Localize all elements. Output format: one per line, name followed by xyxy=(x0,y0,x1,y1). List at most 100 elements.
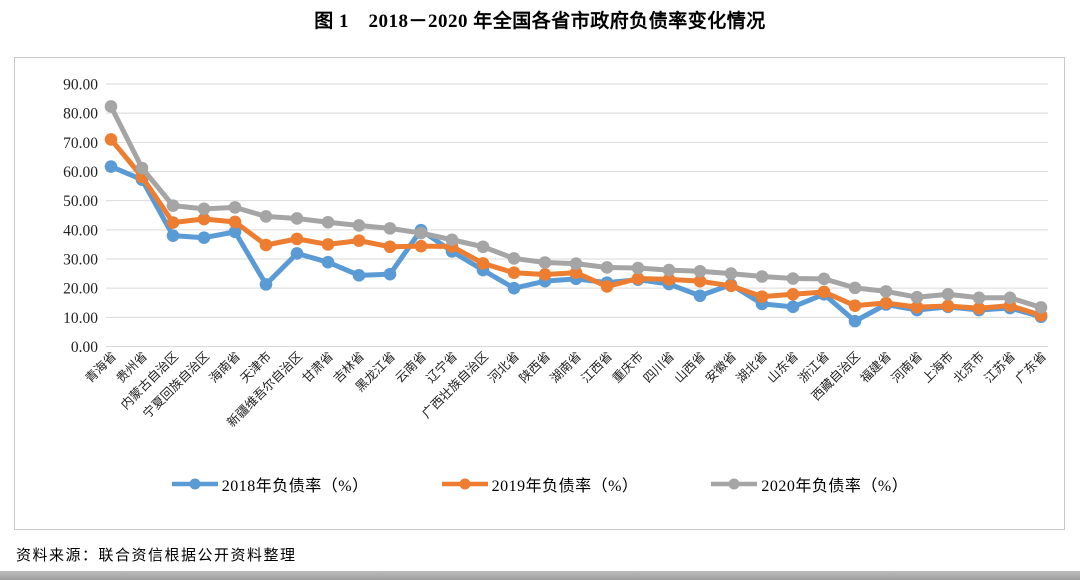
x-axis-category-label: 江苏省 xyxy=(981,349,1018,386)
x-axis-category-label: 湖南省 xyxy=(547,349,584,386)
legend-item-2019: 2019年负债率（%） xyxy=(441,472,639,496)
data-point xyxy=(1034,301,1048,314)
legend-item-2018: 2018年负债率（%） xyxy=(171,472,369,496)
x-axis-category-label: 北京市 xyxy=(950,349,987,386)
data-point xyxy=(166,199,180,212)
x-axis-category-label: 江西省 xyxy=(579,349,615,385)
x-axis-category-label: 陕西省 xyxy=(516,349,553,386)
x-axis-category-label: 福建省 xyxy=(857,349,894,386)
data-point xyxy=(693,289,707,303)
data-point xyxy=(321,255,335,269)
data-point xyxy=(352,269,366,282)
data-point xyxy=(166,229,180,242)
data-point xyxy=(352,219,366,232)
y-axis-tick-label: 80.00 xyxy=(63,106,98,123)
legend-label-2019: 2019年负债率（%） xyxy=(491,478,639,495)
data-point xyxy=(817,272,831,286)
data-point xyxy=(476,257,490,270)
data-point xyxy=(259,238,273,252)
data-point xyxy=(848,299,862,312)
data-point xyxy=(507,281,521,295)
data-point xyxy=(786,287,800,301)
chart-legend: 2018年负债率（%） 2019年负债率（%） 2020年负债率（%） xyxy=(15,472,1064,496)
y-axis-tick-label: 70.00 xyxy=(63,135,98,152)
data-point xyxy=(693,264,707,278)
data-point xyxy=(445,233,459,247)
y-axis-tick-label: 30.00 xyxy=(63,252,98,269)
data-point xyxy=(321,238,335,251)
data-point xyxy=(786,300,800,314)
x-axis-category-label: 河南省 xyxy=(888,349,925,386)
data-point xyxy=(228,215,242,229)
data-point xyxy=(662,273,676,286)
data-point xyxy=(538,256,552,269)
data-point xyxy=(600,261,614,274)
data-point xyxy=(383,267,397,281)
data-point xyxy=(755,270,769,283)
data-point xyxy=(414,226,428,240)
figure-title: 图 1 2018－2020 年全国各省市政府负债率变化情况 xyxy=(314,11,766,32)
data-point xyxy=(910,300,924,314)
data-point xyxy=(166,216,180,229)
data-point xyxy=(662,263,676,277)
data-point xyxy=(290,232,304,246)
data-point xyxy=(507,266,521,280)
data-point xyxy=(228,201,242,214)
data-point xyxy=(197,202,211,216)
x-axis-category-label: 云南省 xyxy=(392,349,429,386)
data-point xyxy=(631,261,645,275)
data-point xyxy=(197,231,211,245)
data-point xyxy=(104,133,118,146)
debt-ratio-line-chart: 0.00 10.00 20.00 30.00 40.00 50.00 60.00 70.00 8… xyxy=(63,77,1049,430)
data-point xyxy=(879,296,893,310)
x-axis-category-label: 河北省 xyxy=(486,349,522,385)
data-point xyxy=(259,278,273,291)
data-point xyxy=(693,274,707,288)
data-point xyxy=(848,281,862,295)
data-point xyxy=(972,291,986,305)
x-axis-category-label: 湖北省 xyxy=(733,349,770,386)
y-axis-tick-label: 20.00 xyxy=(63,281,98,298)
data-point xyxy=(972,301,986,315)
page-bottom-bar xyxy=(0,571,1080,580)
data-point xyxy=(414,239,428,253)
y-axis-tick-label: 60.00 xyxy=(63,164,98,181)
x-axis-category-label: 甘肃省 xyxy=(300,349,336,385)
data-point xyxy=(321,215,335,229)
data-point xyxy=(879,285,893,298)
data-point xyxy=(352,234,366,247)
data-point xyxy=(848,314,862,328)
data-point xyxy=(538,268,552,281)
data-point xyxy=(755,290,769,303)
data-point xyxy=(910,290,924,304)
chart-frame: 0.00 10.00 20.00 30.00 40.00 50.00 60.00 70.00 8… xyxy=(14,57,1065,530)
y-axis-tick-label: 10.00 xyxy=(63,310,98,327)
x-axis-category-label: 四川省 xyxy=(641,349,677,385)
data-point xyxy=(631,272,645,285)
data-point xyxy=(724,267,738,280)
x-axis-category-label: 安徽省 xyxy=(702,349,739,386)
y-axis-tick-label: 40.00 xyxy=(63,222,98,239)
data-point xyxy=(1003,291,1017,305)
data-point xyxy=(941,299,955,313)
data-point xyxy=(569,257,583,270)
data-point xyxy=(383,240,397,254)
data-point xyxy=(290,247,304,260)
data-point xyxy=(600,280,614,293)
data-point xyxy=(197,212,211,226)
y-axis-tick-label: 0.00 xyxy=(71,339,98,356)
x-axis-category-label: 海南省 xyxy=(206,349,243,386)
data-point xyxy=(383,222,397,235)
data-point xyxy=(724,279,738,293)
data-point xyxy=(104,160,118,173)
x-axis-category-label: 广东省 xyxy=(1013,349,1049,385)
y-axis-tick-label: 90.00 xyxy=(63,77,98,94)
data-point xyxy=(228,225,242,239)
data-point xyxy=(290,212,304,225)
data-point xyxy=(259,210,273,223)
x-axis-category-label: 山西省 xyxy=(672,349,708,385)
x-axis-category-label: 上海市 xyxy=(919,349,956,386)
data-point xyxy=(786,272,800,285)
series-line xyxy=(108,136,1044,318)
line-dot-marker-2018-icon xyxy=(171,478,218,490)
